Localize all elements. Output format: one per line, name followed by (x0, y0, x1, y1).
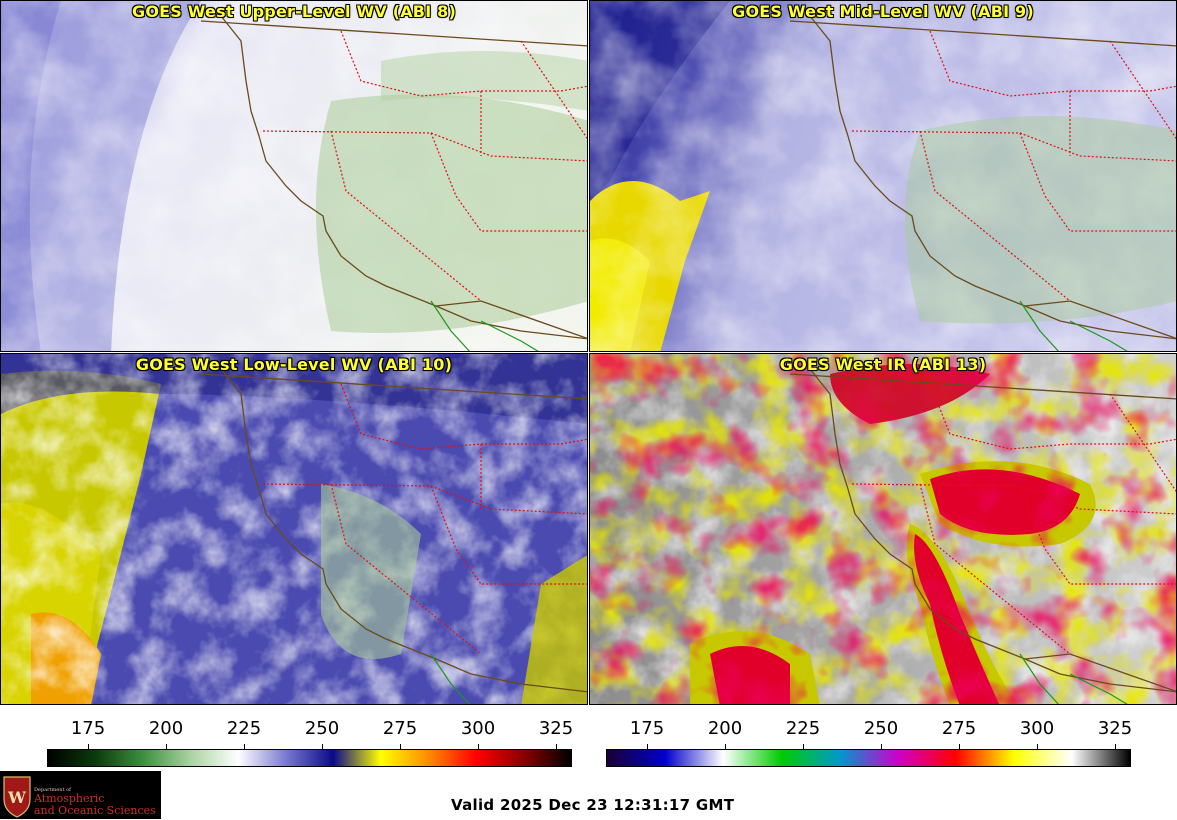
low-level-wv-panel: GOES West Low-Level WV (ABI 10) (0, 353, 588, 705)
ir-colorbar (606, 749, 1131, 767)
low-level-wv-title: GOES West Low-Level WV (ABI 10) (135, 355, 453, 374)
svg-text:W: W (7, 788, 27, 807)
upper-level-wv-panel: GOES West Upper-Level WV (ABI 8) (0, 0, 588, 352)
wv-tick-mark (556, 744, 557, 750)
wv-tick-mark (166, 744, 167, 750)
wv-tick-mark (478, 744, 479, 750)
wv-tick-label: 275 (382, 718, 418, 739)
ir-image (590, 354, 1176, 704)
logo-line2: and Oceanic Sciences (34, 804, 156, 817)
ir-tick-mark (1115, 744, 1116, 750)
wv-tick-mark (244, 744, 245, 750)
logo-line1: Atmospheric (34, 792, 105, 805)
ir-temperature-scale: 175 200 225 250 275 300 325 (606, 716, 1133, 772)
wv-tick-label: 200 (148, 718, 184, 739)
logo-dept-text: Department of (34, 787, 71, 793)
valid-time: Valid 2025 Dec 23 12:31:17 GMT (451, 796, 735, 814)
ir-tick-mark (1037, 744, 1038, 750)
ir-title: GOES West IR (ABI 13) (779, 355, 987, 374)
ir-tick-mark (959, 744, 960, 750)
ir-tick-label: 175 (629, 718, 665, 739)
university-seal-icon: W (3, 776, 31, 818)
ir-panel: GOES West IR (ABI 13) (589, 353, 1177, 705)
aos-logo: W Department of Atmospheric and Oceanic … (0, 771, 161, 819)
upper-level-wv-title: GOES West Upper-Level WV (ABI 8) (132, 2, 456, 21)
wv-temperature-scale: 175 200 225 250 275 300 325 (47, 716, 574, 772)
wv-tick-label: 175 (70, 718, 106, 739)
wv-tick-label: 325 (538, 718, 574, 739)
ir-tick-mark (725, 744, 726, 750)
wv-tick-mark (322, 744, 323, 750)
wv-colorbar (47, 749, 572, 767)
ir-tick-mark (803, 744, 804, 750)
ir-tick-label: 275 (941, 718, 977, 739)
upper-level-wv-image (1, 1, 587, 351)
low-level-wv-image (1, 354, 587, 704)
wv-tick-label: 300 (460, 718, 496, 739)
ir-tick-label: 300 (1019, 718, 1055, 739)
wv-tick-mark (88, 744, 89, 750)
ir-tick-label: 225 (785, 718, 821, 739)
ir-tick-label: 250 (863, 718, 899, 739)
mid-level-wv-panel: GOES West Mid-Level WV (ABI 9) (589, 0, 1177, 352)
ir-tick-mark (881, 744, 882, 750)
wv-tick-mark (400, 744, 401, 750)
ir-tick-label: 325 (1097, 718, 1133, 739)
ir-tick-label: 200 (707, 718, 743, 739)
wv-tick-label: 250 (304, 718, 340, 739)
wv-tick-label: 225 (226, 718, 262, 739)
mid-level-wv-image (590, 1, 1176, 351)
ir-tick-mark (647, 744, 648, 750)
mid-level-wv-title: GOES West Mid-Level WV (ABI 9) (732, 2, 1034, 21)
